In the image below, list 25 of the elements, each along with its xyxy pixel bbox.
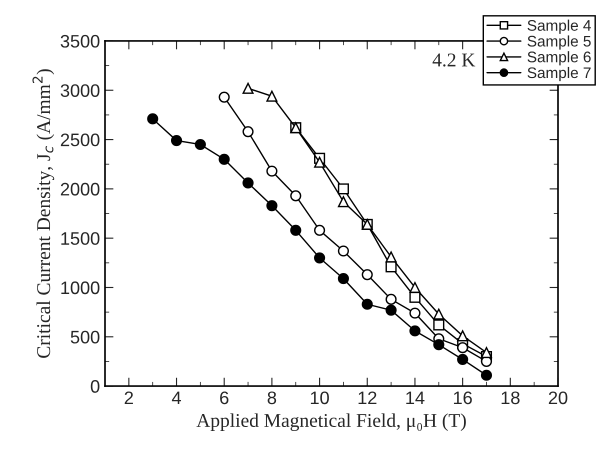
x-tick-label: 18 <box>502 391 520 404</box>
x-tick-label: 8 <box>268 391 276 404</box>
y-tick-label: 2500 <box>60 134 100 146</box>
x-tick-label: 2 <box>124 391 133 404</box>
y-tick-label: 0 <box>90 380 100 393</box>
annotation: 4.2 K <box>432 53 476 67</box>
legend-label: Sample 6 <box>528 51 591 66</box>
x-axis-title: Applied Magnetical Field, μ₀H (T) <box>196 413 466 432</box>
x-tick-label: 20 <box>548 391 568 404</box>
x-tick-label: 16 <box>454 391 472 404</box>
x-tick-label: 4 <box>172 392 182 404</box>
y-tick-label: 3000 <box>60 84 100 97</box>
x-tick-label: 12 <box>358 391 376 404</box>
y-tick-label: 1000 <box>61 281 100 294</box>
y-axis-title: Critical Current Density, J$_{c}$ (A/mm$^{2}$) <box>32 69 54 358</box>
y-tick-label: 2000 <box>60 182 100 196</box>
legend-label: Sample 4 <box>528 20 591 34</box>
legend-label: Sample 7 <box>528 66 591 82</box>
x-tick-label: 10 <box>310 391 329 404</box>
x-tick-label: 6 <box>220 391 228 404</box>
y-tick-label: 3500 <box>60 34 100 48</box>
legend-label: Sample 5 <box>528 35 591 50</box>
y-tick-label: 1500 <box>61 232 100 245</box>
x-tick-label: 14 <box>406 392 424 404</box>
y-tick-label: 500 <box>70 330 100 344</box>
